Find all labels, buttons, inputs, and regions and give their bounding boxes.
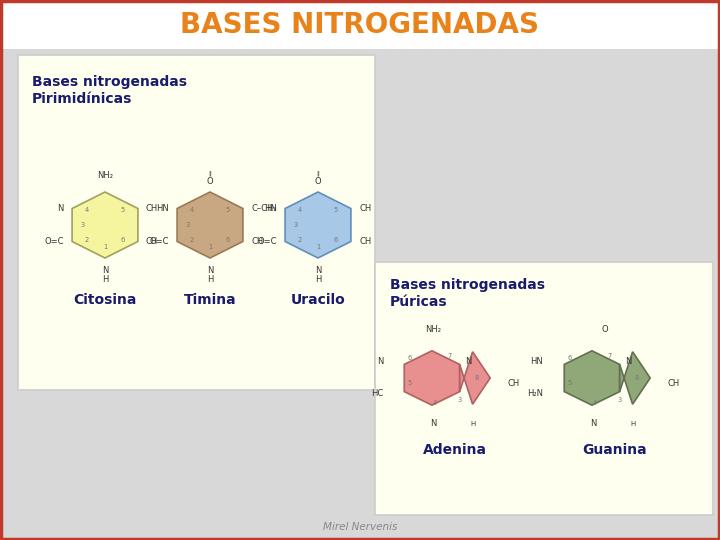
Text: 4: 4 <box>298 207 302 213</box>
Text: H₂N: H₂N <box>527 389 543 399</box>
FancyBboxPatch shape <box>375 262 713 515</box>
Text: H: H <box>470 421 476 427</box>
Text: Timina: Timina <box>184 293 236 307</box>
Text: N: N <box>102 266 108 275</box>
Text: H: H <box>315 275 321 284</box>
Text: O: O <box>602 326 608 334</box>
Text: N: N <box>625 357 631 367</box>
Text: HN: HN <box>530 357 543 367</box>
Text: 6: 6 <box>121 237 125 243</box>
Text: N: N <box>430 420 436 429</box>
Text: 8: 8 <box>475 375 479 381</box>
Polygon shape <box>177 192 243 258</box>
Text: 7: 7 <box>448 353 452 359</box>
Text: Citosina: Citosina <box>73 293 137 307</box>
Text: HN: HN <box>264 204 277 213</box>
Text: 7: 7 <box>608 353 612 359</box>
Text: ‖: ‖ <box>317 170 320 176</box>
Polygon shape <box>620 352 650 404</box>
Text: BASES NITROGENADAS: BASES NITROGENADAS <box>181 11 539 39</box>
Text: H: H <box>631 421 636 427</box>
Polygon shape <box>285 192 351 258</box>
Text: N: N <box>315 266 321 275</box>
Text: 4: 4 <box>593 400 597 406</box>
Text: CH: CH <box>507 379 519 388</box>
Text: ‖: ‖ <box>209 170 212 176</box>
Text: 6: 6 <box>334 237 338 243</box>
FancyBboxPatch shape <box>1 1 719 49</box>
Text: Uracilo: Uracilo <box>291 293 346 307</box>
Text: 2: 2 <box>190 237 194 243</box>
Text: O=C: O=C <box>258 237 277 246</box>
Text: Mirel Nervenis: Mirel Nervenis <box>323 522 397 532</box>
Text: 2: 2 <box>298 237 302 243</box>
Text: O: O <box>207 178 213 186</box>
FancyBboxPatch shape <box>18 55 375 390</box>
Text: CH: CH <box>146 237 158 246</box>
Text: 3: 3 <box>81 222 85 228</box>
Text: 6: 6 <box>408 355 412 361</box>
Polygon shape <box>404 351 459 405</box>
Polygon shape <box>459 352 490 404</box>
Text: NH₂: NH₂ <box>425 326 441 334</box>
Text: CH: CH <box>359 237 372 246</box>
Text: CH: CH <box>359 204 372 213</box>
Text: Bases nitrogenadas: Bases nitrogenadas <box>32 75 187 89</box>
Text: 5: 5 <box>568 380 572 386</box>
Text: 3: 3 <box>186 222 190 228</box>
Text: 1: 1 <box>316 244 320 250</box>
Text: H: H <box>102 275 108 284</box>
Text: N: N <box>465 357 472 367</box>
Text: Bases nitrogenadas: Bases nitrogenadas <box>390 278 545 292</box>
Text: 3: 3 <box>618 397 622 403</box>
Text: N: N <box>58 204 64 213</box>
Text: N: N <box>377 357 383 367</box>
Text: CH: CH <box>667 379 679 388</box>
Text: 1: 1 <box>208 244 212 250</box>
Text: 6: 6 <box>568 355 572 361</box>
Text: C–CH₃: C–CH₃ <box>251 204 276 213</box>
Text: NH₂: NH₂ <box>97 172 113 180</box>
Text: 2: 2 <box>85 237 89 243</box>
Text: 4: 4 <box>433 400 437 406</box>
Text: CH: CH <box>251 237 264 246</box>
Text: 5: 5 <box>408 380 412 386</box>
Polygon shape <box>72 192 138 258</box>
Text: N: N <box>207 266 213 275</box>
Text: Púricas: Púricas <box>390 295 448 309</box>
Text: 5: 5 <box>226 207 230 213</box>
Text: 3: 3 <box>294 222 298 228</box>
Text: HC: HC <box>371 389 383 399</box>
Text: 3: 3 <box>458 397 462 403</box>
Text: 4: 4 <box>85 207 89 213</box>
Text: CH: CH <box>146 204 158 213</box>
Text: 4: 4 <box>190 207 194 213</box>
Text: Adenina: Adenina <box>423 443 487 457</box>
Text: 5: 5 <box>121 207 125 213</box>
Text: H: H <box>207 275 213 284</box>
Text: Pirimidínicas: Pirimidínicas <box>32 92 132 106</box>
Text: HN: HN <box>156 204 169 213</box>
Text: 8: 8 <box>635 375 639 381</box>
Text: O=C: O=C <box>150 237 169 246</box>
Text: 6: 6 <box>226 237 230 243</box>
Text: O=C: O=C <box>45 237 64 246</box>
Text: N: N <box>590 420 596 429</box>
Text: 1: 1 <box>103 244 107 250</box>
Text: O: O <box>315 178 321 186</box>
Polygon shape <box>564 351 620 405</box>
Text: 5: 5 <box>334 207 338 213</box>
Text: Guanina: Guanina <box>582 443 647 457</box>
